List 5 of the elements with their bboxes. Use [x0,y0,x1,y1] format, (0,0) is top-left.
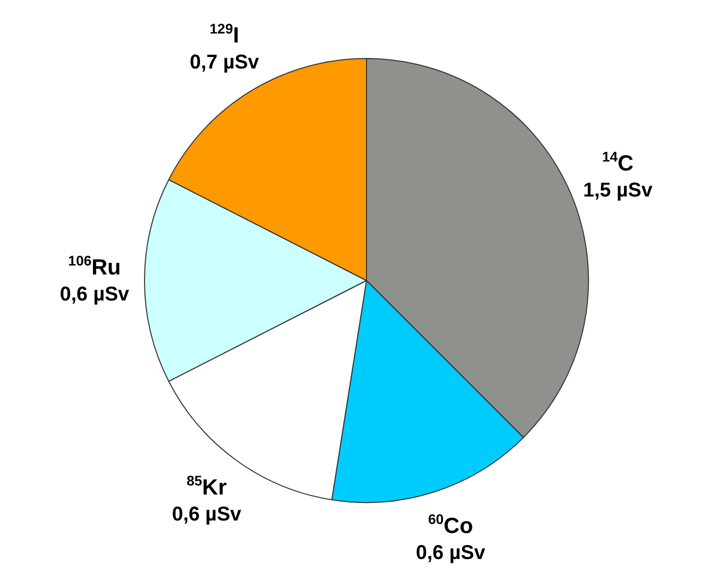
data-label: 0,7 µSv [190,52,260,74]
data-label: 1,5 µSv [583,179,654,202]
data-label: 0,6 µSv [172,504,242,526]
data-label: 0,6 µSv [60,284,130,306]
data-label: 0,6 µSv [416,542,486,564]
